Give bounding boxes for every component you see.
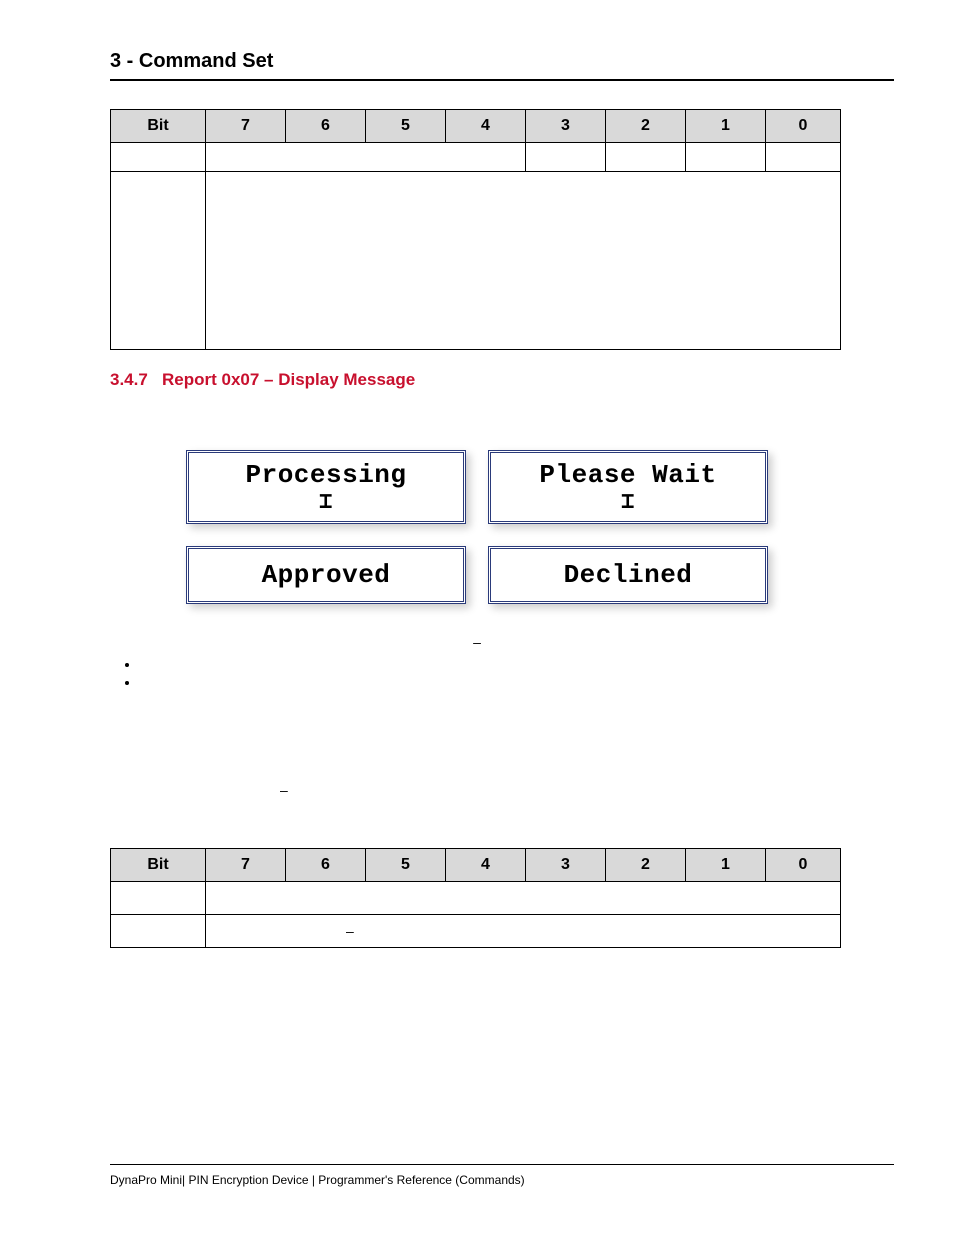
indented-dash: –: [280, 782, 894, 798]
table2-header-row: Bit 7 6 5 4 3 2 1 0: [111, 849, 841, 882]
th-5: 5: [366, 110, 446, 143]
display-label: Approved: [262, 560, 391, 590]
display-grid: Processing ⌶ Please Wait ⌶ Approved Decl…: [177, 450, 777, 604]
table2-dash-cell: –: [206, 915, 841, 948]
page: 3 - Command Set Bit 7 6 5 4 3 2 1 0 3.4.…: [0, 0, 954, 1235]
th-4: 4: [446, 849, 526, 882]
th-0: 0: [766, 110, 841, 143]
table1-row-1: [111, 143, 841, 172]
section-header: 3 - Command Set: [110, 50, 894, 81]
table2-row-2: –: [111, 915, 841, 948]
th-bit: Bit: [111, 110, 206, 143]
subsection-text: Report 0x07 – Display Message: [162, 370, 415, 389]
bit-table-2: Bit 7 6 5 4 3 2 1 0 –: [110, 848, 841, 948]
footer-rule: [110, 1164, 894, 1165]
display-label: Declined: [564, 560, 693, 590]
th-1: 1: [686, 110, 766, 143]
display-label: Please Wait: [539, 460, 716, 490]
subsection-title: 3.4.7 Report 0x07 – Display Message: [110, 370, 894, 390]
display-approved: Approved: [186, 546, 466, 604]
th-3: 3: [526, 110, 606, 143]
th-6: 6: [286, 110, 366, 143]
bullet-item: [140, 674, 894, 692]
table1-row-2: [111, 172, 841, 350]
table1-header-row: Bit 7 6 5 4 3 2 1 0: [111, 110, 841, 143]
bullet-item: [140, 656, 894, 674]
th-bit: Bit: [111, 849, 206, 882]
th-5: 5: [366, 849, 446, 882]
center-dash: –: [60, 634, 894, 650]
th-6: 6: [286, 849, 366, 882]
footer-text: DynaPro Mini| PIN Encryption Device | Pr…: [110, 1173, 525, 1187]
hourglass-icon: ⌶: [621, 492, 635, 514]
display-label: Processing: [245, 460, 406, 490]
th-1: 1: [686, 849, 766, 882]
bit-table-1: Bit 7 6 5 4 3 2 1 0: [110, 109, 841, 350]
th-2: 2: [606, 110, 686, 143]
subsection-number: 3.4.7: [110, 370, 148, 389]
bullet-list: [140, 656, 894, 692]
display-declined: Declined: [488, 546, 768, 604]
th-0: 0: [766, 849, 841, 882]
th-3: 3: [526, 849, 606, 882]
th-2: 2: [606, 849, 686, 882]
display-please-wait: Please Wait ⌶: [488, 450, 768, 524]
th-4: 4: [446, 110, 526, 143]
display-processing: Processing ⌶: [186, 450, 466, 524]
table2-row-1: [111, 882, 841, 915]
th-7: 7: [206, 110, 286, 143]
th-7: 7: [206, 849, 286, 882]
hourglass-icon: ⌶: [319, 492, 333, 514]
